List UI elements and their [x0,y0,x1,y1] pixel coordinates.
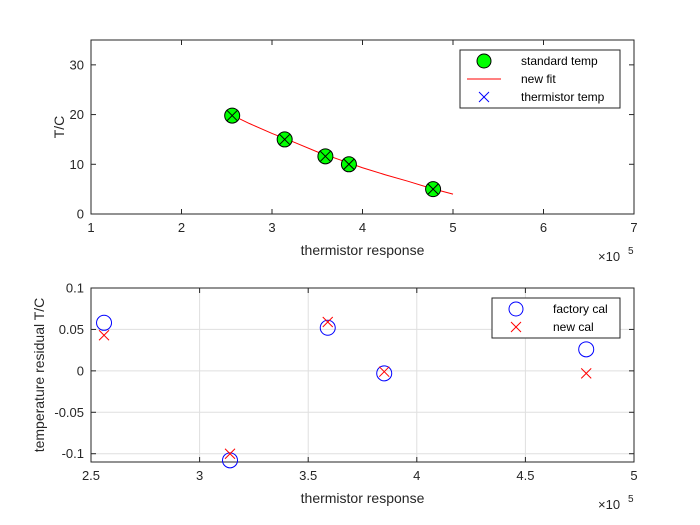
x-exponent-power: 5 [628,494,634,505]
y-tick-label: 0 [77,363,84,378]
y-tick-label: 20 [70,107,84,122]
data-point-x-stroke-b [226,110,238,121]
data-point-x [343,158,355,170]
x-axis-label: thermistor response [301,490,425,506]
axes-frame [90,287,635,463]
y-tick-label: -0.1 [62,446,84,461]
legend-label: standard temp [521,54,598,68]
legend-label: thermistor temp [521,90,605,104]
x-tick-label: 7 [630,220,637,235]
y-tick-label: 30 [70,57,84,72]
data-point-x-stroke-b [343,158,355,170]
y-tick-label: 0 [77,207,84,222]
data-point-x [98,329,110,341]
legend-label: new fit [521,72,556,86]
legend-marker-x [510,321,522,333]
series-line-1 [226,112,454,195]
data-point-x [224,448,236,460]
data-point-x-stroke-b [378,366,390,378]
y-axis-label: T/C [51,116,67,139]
data-point-x [378,366,390,378]
data-point-circle [96,314,113,331]
y-tick-label: 10 [70,157,84,172]
data-point-x-stroke-b [320,150,331,162]
x-exponent-label: ×10 [598,497,620,512]
data-point-x-stroke-b [580,367,592,379]
data-point-circle [578,341,595,358]
data-point-x [427,183,439,195]
x-tick-label: 2 [178,220,185,235]
data-point-x [322,316,334,328]
bottom-axes: 2.5 3 3.5 4 4.5 5 -0.1 -0.05 0 0.05 0.1 thermistor … [31,281,638,513]
x-tick-label: 4 [359,220,366,235]
x-tick-label: 3.5 [299,468,317,483]
data-point-x [279,134,291,145]
data-point-x-stroke-b [224,448,236,460]
legend-marker-x-stroke-b [478,91,490,103]
x-exponent-label: ×10 [598,249,620,264]
x-tick-label: 2.5 [82,468,100,483]
data-point-x [226,110,238,121]
data-point-x-stroke-b [322,316,334,328]
legend-label: new cal [553,320,594,334]
data-point-x-stroke-b [98,329,110,341]
x-tick-label: 4 [413,468,420,483]
legend-marker-x [478,91,490,103]
legend-label: factory cal [553,302,608,316]
x-axis-label: thermistor response [301,242,425,258]
x-tick-label: 6 [540,220,547,235]
x-tick-label: 3 [196,468,203,483]
data-point-x [320,150,331,162]
legend-box [491,297,621,339]
data-point-x-stroke-b [427,183,439,195]
data-point-circle [222,452,239,469]
legend-marker-filled [476,53,492,69]
y-tick-label: -0.05 [54,405,84,420]
data-point-circle [376,365,393,382]
legend-marker-circle [508,301,524,317]
x-tick-label: 5 [630,468,637,483]
data-point-circle [319,319,336,336]
y-axis-label: temperature residual T/C [31,298,47,453]
y-tick-label: 0.05 [59,322,84,337]
y-tick-label: 0.1 [66,281,84,296]
x-tick-label: 1 [87,220,94,235]
data-point-x [580,367,592,379]
x-exponent-power: 5 [628,246,634,257]
top-axes: 1 2 3 4 5 6 7 0 10 20 30 thermistor response T/C ×10 5… [51,39,638,264]
x-tick-label: 4.5 [516,468,534,483]
x-tick-label: 5 [449,220,456,235]
data-point-x-stroke-b [279,134,291,145]
legend-marker-x-stroke-b [510,321,522,333]
x-tick-label: 3 [268,220,275,235]
